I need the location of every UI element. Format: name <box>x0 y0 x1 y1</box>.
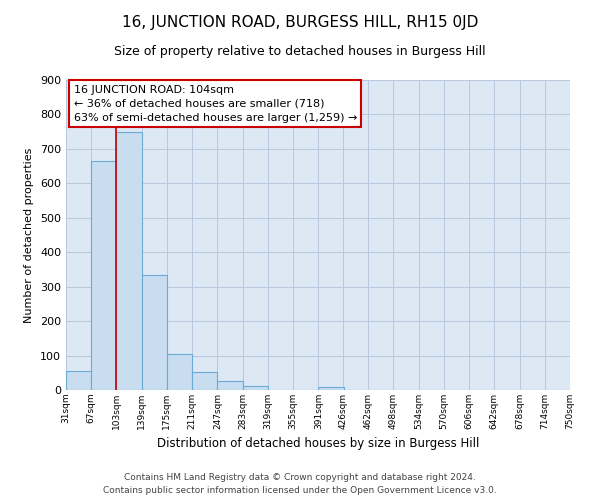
Bar <box>319 386 344 390</box>
X-axis label: Distribution of detached houses by size in Burgess Hill: Distribution of detached houses by size … <box>157 438 479 450</box>
Bar <box>116 132 142 390</box>
Text: 16, JUNCTION ROAD, BURGESS HILL, RH15 0JD: 16, JUNCTION ROAD, BURGESS HILL, RH15 0J… <box>122 15 478 30</box>
Bar <box>167 354 192 390</box>
Text: Size of property relative to detached houses in Burgess Hill: Size of property relative to detached ho… <box>114 45 486 58</box>
Text: Contains HM Land Registry data © Crown copyright and database right 2024.
Contai: Contains HM Land Registry data © Crown c… <box>103 473 497 495</box>
Bar <box>91 161 116 390</box>
Text: 16 JUNCTION ROAD: 104sqm
← 36% of detached houses are smaller (718)
63% of semi-: 16 JUNCTION ROAD: 104sqm ← 36% of detach… <box>74 84 357 122</box>
Bar <box>66 371 91 390</box>
Bar <box>217 382 242 390</box>
Bar <box>242 386 268 390</box>
Bar <box>142 274 167 390</box>
Y-axis label: Number of detached properties: Number of detached properties <box>25 148 34 322</box>
Bar <box>192 372 217 390</box>
